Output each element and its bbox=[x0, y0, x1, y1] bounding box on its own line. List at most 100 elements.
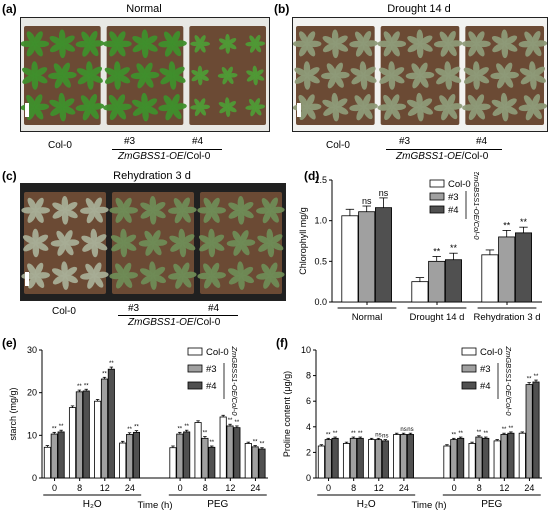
f-bar-1-1 bbox=[349, 437, 357, 479]
leaf bbox=[194, 43, 201, 53]
leaf bbox=[175, 275, 184, 289]
d-legend-swatch-1 bbox=[429, 192, 445, 201]
leaf bbox=[363, 74, 377, 83]
leaf bbox=[63, 230, 73, 244]
leaf bbox=[418, 62, 428, 76]
leaf bbox=[198, 235, 212, 245]
leaf bbox=[335, 35, 348, 45]
e-annotation-2-7: ** bbox=[260, 442, 265, 448]
f-bar-2-7 bbox=[532, 381, 540, 479]
label-c-gene-suffix: /Col-0 bbox=[193, 317, 221, 328]
e-legend-swatch-1 bbox=[187, 364, 203, 373]
leaf bbox=[519, 68, 534, 77]
leaf bbox=[199, 35, 206, 44]
leaf bbox=[172, 74, 186, 83]
leaf bbox=[239, 230, 249, 244]
e-annotation-1-2: ** bbox=[102, 371, 107, 377]
leaf bbox=[105, 74, 118, 84]
leaf bbox=[532, 66, 546, 77]
leaf bbox=[419, 75, 429, 88]
leaf bbox=[219, 43, 228, 50]
f-bar-2-3 bbox=[406, 434, 414, 479]
leaf bbox=[27, 263, 37, 276]
f-legend-swatch-0 bbox=[461, 347, 477, 356]
f-bar-0-7 bbox=[518, 432, 526, 479]
leaf bbox=[94, 241, 108, 251]
f-bar-2-1 bbox=[356, 437, 364, 479]
leaf bbox=[53, 63, 64, 76]
panel-d-letter: (d) bbox=[304, 169, 320, 183]
leaf bbox=[250, 107, 257, 117]
leaf bbox=[27, 106, 36, 121]
label-a-line4: #4 bbox=[192, 136, 204, 147]
leaf bbox=[299, 106, 309, 121]
f-legend-label-2: #4 bbox=[480, 381, 491, 392]
leaf bbox=[173, 263, 184, 276]
e-bar-0-2 bbox=[94, 400, 102, 479]
leaf bbox=[491, 35, 505, 45]
leaf bbox=[170, 242, 183, 252]
leaf bbox=[269, 210, 279, 223]
leaf bbox=[419, 35, 433, 45]
leaf bbox=[362, 30, 372, 45]
leaf bbox=[531, 30, 541, 45]
leaf bbox=[111, 242, 124, 252]
e-bar-2-6 bbox=[233, 427, 241, 479]
leaf bbox=[27, 197, 37, 211]
leaf bbox=[26, 94, 36, 108]
f-ytick-label: 4 bbox=[306, 422, 311, 432]
photo-drought bbox=[292, 17, 548, 132]
leaf bbox=[218, 38, 228, 45]
e-bar-1-2 bbox=[100, 378, 109, 479]
leaf bbox=[115, 197, 125, 211]
leaf bbox=[51, 268, 66, 277]
leaf bbox=[322, 42, 336, 53]
leaf bbox=[383, 43, 393, 57]
panel-e-letter: (e) bbox=[2, 336, 17, 350]
leaf bbox=[467, 94, 478, 108]
e-xtick-label: 0 bbox=[178, 483, 183, 493]
underline-c bbox=[118, 315, 238, 316]
leaf bbox=[82, 43, 91, 57]
f-bar-1-6 bbox=[500, 434, 508, 479]
leaf bbox=[532, 40, 547, 47]
leaf bbox=[80, 95, 91, 108]
leaf bbox=[504, 71, 519, 79]
leaf bbox=[441, 107, 450, 121]
leaf bbox=[249, 43, 256, 53]
leaf bbox=[269, 197, 278, 211]
leaf bbox=[86, 210, 96, 224]
f-bar-1-2 bbox=[374, 439, 383, 479]
leaf bbox=[269, 275, 280, 288]
d-category-label: Rehydration 3 d bbox=[473, 312, 540, 323]
leaf bbox=[240, 242, 250, 256]
leaf bbox=[298, 43, 309, 57]
leaf bbox=[89, 43, 99, 57]
leaf bbox=[34, 210, 44, 223]
d-legend-label-2: #4 bbox=[448, 205, 459, 216]
leaf bbox=[525, 43, 534, 57]
e-bar-2-7 bbox=[258, 448, 266, 479]
e-ytick-label: 10 bbox=[27, 430, 37, 440]
label-c-line3: #3 bbox=[128, 303, 140, 314]
e-xtick-label: 24 bbox=[250, 483, 260, 493]
leaf bbox=[49, 42, 63, 53]
leaf bbox=[56, 230, 66, 244]
leaf bbox=[89, 66, 103, 77]
d-annotation-2-1: ** bbox=[450, 243, 458, 253]
leaf bbox=[144, 106, 159, 115]
leaf bbox=[390, 106, 401, 120]
leaf bbox=[171, 30, 181, 45]
f-annotation-2-2: ns bbox=[382, 434, 388, 440]
e-bar-2-0 bbox=[57, 431, 65, 479]
photo-rehydration bbox=[20, 183, 286, 301]
leaf bbox=[440, 43, 450, 57]
leaf bbox=[246, 70, 256, 77]
leaf bbox=[181, 197, 190, 211]
e-xtick-label: 24 bbox=[125, 483, 135, 493]
leaf bbox=[144, 230, 154, 244]
e-xlabel: Time (h) bbox=[137, 500, 172, 511]
e-bar-0-5 bbox=[194, 422, 202, 479]
leaf bbox=[355, 43, 365, 57]
